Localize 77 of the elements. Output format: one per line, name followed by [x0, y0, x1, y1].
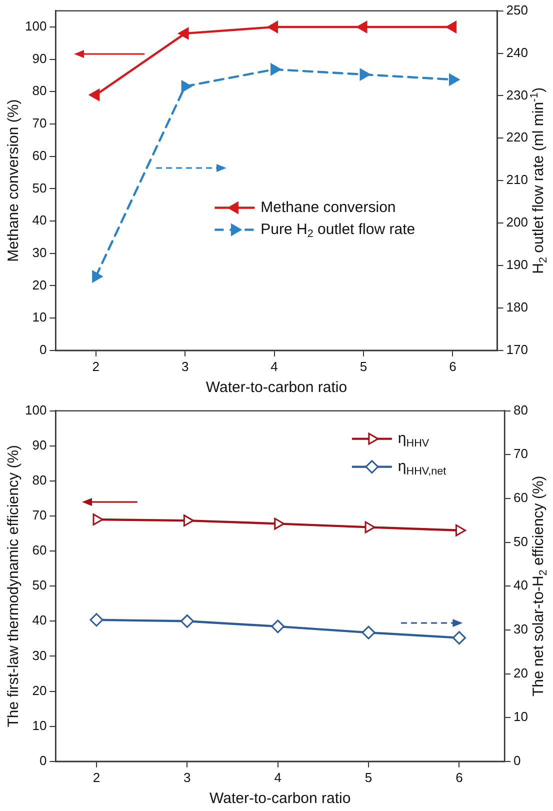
point [364, 521, 376, 534]
y-tick-label: 60 [32, 148, 47, 163]
x-axis-title: Water-to-carbon ratio [206, 379, 348, 396]
y-axis-title: The first-law thermodynamic efficiency (%) [5, 444, 22, 728]
y-tick-label: 90 [32, 50, 47, 66]
y2-tick-label: 10 [514, 709, 528, 724]
y2-tick-label: 70 [514, 446, 528, 462]
y-tick-label: 40 [32, 212, 47, 228]
point [356, 21, 368, 33]
y-tick-label: 90 [32, 437, 47, 452]
y2-tick-label: 40 [514, 578, 528, 593]
y-tick-label: 70 [32, 116, 47, 131]
point [92, 270, 103, 282]
y2-tick-label: 190 [506, 257, 528, 272]
y-tick-label: 80 [32, 472, 47, 488]
y2-tick-label: 240 [506, 44, 528, 60]
y2-tick-label: 60 [514, 490, 528, 506]
y-tick-label: 20 [32, 682, 47, 698]
y-tick-label: 100 [24, 402, 47, 418]
y2-tick-label: 170 [506, 342, 528, 357]
y-tick-label: 30 [32, 244, 47, 260]
point [270, 63, 282, 76]
point [446, 21, 456, 33]
y-tick-label: 0 [39, 752, 47, 768]
point [181, 80, 192, 92]
point [178, 27, 189, 40]
point [360, 68, 370, 80]
y2-tick-label: 20 [514, 665, 528, 680]
x-tick-label: 2 [92, 770, 100, 785]
point [92, 514, 104, 526]
y2-tick-label: 210 [506, 172, 528, 188]
point [271, 620, 285, 634]
y2-tick-label: 180 [506, 300, 528, 315]
y-tick-label: 80 [32, 83, 47, 98]
y2-tick-label: 80 [514, 402, 528, 418]
y2-axis-title: H2 outlet flow rate (ml min-1) [528, 87, 550, 274]
x-tick-label: 3 [184, 770, 191, 785]
legend-label: Methane conversion [260, 198, 396, 216]
y2-tick-label: 250 [506, 2, 528, 18]
x-tick-label: 5 [360, 358, 368, 374]
y-tick-label: 70 [32, 508, 47, 523]
x-tick-label: 5 [364, 770, 372, 785]
y-tick-label: 50 [32, 180, 47, 196]
x-tick-label: 3 [181, 358, 189, 374]
y2-tick-label: 200 [506, 214, 528, 230]
y-tick-label: 100 [24, 18, 47, 34]
y-tick-label: 20 [32, 277, 47, 292]
point [362, 626, 376, 640]
x-tick-label: 4 [274, 770, 282, 785]
point [183, 514, 194, 526]
x-tick-label: 6 [449, 358, 456, 374]
y2-tick-label: 230 [506, 87, 528, 102]
x-tick-label: 2 [92, 358, 100, 374]
y-tick-label: 10 [32, 718, 47, 733]
point [180, 614, 194, 628]
y-tick-label: 10 [32, 310, 47, 325]
y-tick-label: 30 [32, 648, 47, 663]
y2-axis-title: The net solar-to-H2 efficiency (%) [530, 476, 550, 696]
point [268, 21, 278, 33]
y-tick-label: 60 [32, 542, 47, 558]
x-tick-label: 4 [270, 358, 278, 374]
x-tick-label: 6 [456, 770, 463, 785]
y2-tick-label: 50 [514, 534, 528, 549]
y-tick-label: 0 [39, 342, 47, 357]
y2-tick-label: 220 [506, 130, 528, 145]
x-axis-title: Water-to-carbon ratio [210, 790, 351, 808]
point [90, 613, 104, 627]
y2-tick-label: 30 [514, 622, 528, 637]
y2-tick-label: 0 [514, 752, 521, 768]
point [452, 631, 466, 645]
point [455, 524, 466, 536]
y-axis-title: Methane conversion (%) [5, 99, 22, 262]
y-tick-label: 50 [32, 578, 47, 593]
point [274, 518, 285, 530]
point [448, 74, 460, 86]
y-tick-label: 40 [32, 612, 47, 628]
point [89, 88, 100, 101]
